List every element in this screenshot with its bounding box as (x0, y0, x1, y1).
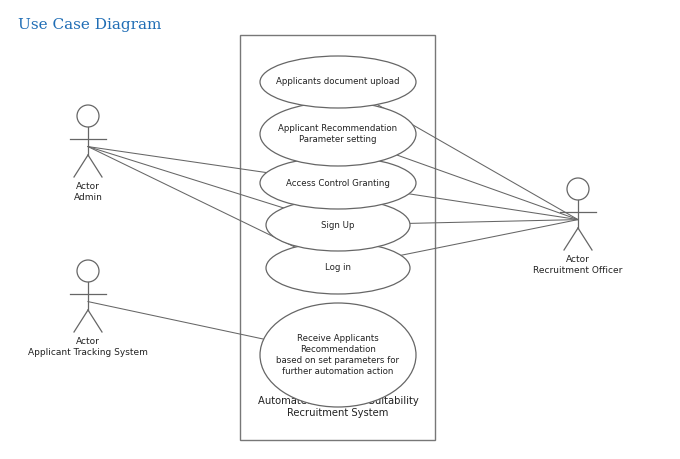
Text: Actor
Admin: Actor Admin (73, 182, 103, 202)
Circle shape (77, 260, 99, 282)
Circle shape (567, 178, 589, 200)
Text: Access Control Granting: Access Control Granting (286, 179, 390, 187)
Text: Automated Employee Suitability
Recruitment System: Automated Employee Suitability Recruitme… (258, 397, 418, 418)
Ellipse shape (260, 102, 416, 166)
Ellipse shape (260, 56, 416, 108)
Text: Receive Applicants
Recommendation
based on set parameters for
further automation: Receive Applicants Recommendation based … (277, 334, 400, 376)
Circle shape (77, 105, 99, 127)
Text: Use Case Diagram: Use Case Diagram (18, 18, 161, 32)
Text: Applicants document upload: Applicants document upload (276, 78, 400, 86)
Text: Actor
Applicant Tracking System: Actor Applicant Tracking System (28, 337, 148, 357)
Text: Sign Up: Sign Up (321, 220, 355, 230)
FancyBboxPatch shape (240, 35, 435, 440)
Ellipse shape (260, 303, 416, 407)
Text: Actor
Recruitment Officer: Actor Recruitment Officer (533, 255, 623, 275)
Ellipse shape (266, 242, 410, 294)
Ellipse shape (266, 199, 410, 251)
Text: Applicant Recommendation
Parameter setting: Applicant Recommendation Parameter setti… (278, 124, 398, 144)
Text: Log in: Log in (325, 263, 351, 273)
Ellipse shape (260, 157, 416, 209)
